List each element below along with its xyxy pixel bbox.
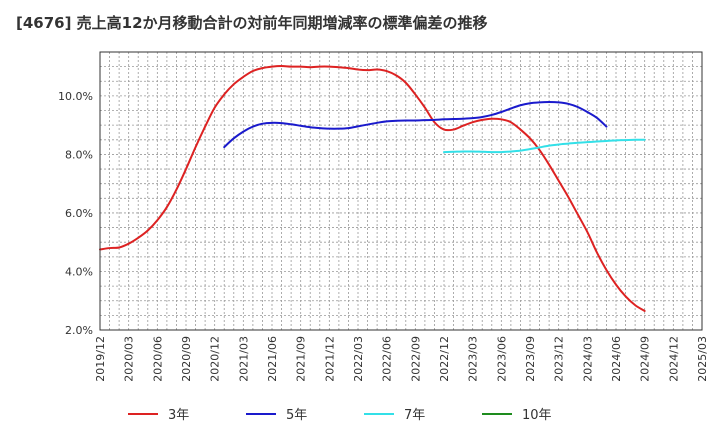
x-tick-label: 2022/03 <box>352 336 365 382</box>
plot-frame <box>99 51 703 331</box>
x-tick-label: 2020/03 <box>123 336 136 382</box>
x-tick-label: 2021/12 <box>323 336 336 382</box>
legend-label-1: 5年 <box>286 408 307 423</box>
legend-label-2: 7年 <box>404 408 425 423</box>
plot-background <box>100 52 702 330</box>
y-tick-label: 8.0% <box>65 148 93 161</box>
x-tick-label: 2022/06 <box>381 336 394 382</box>
x-tick-label: 2024/09 <box>639 336 652 382</box>
x-tick-label: 2020/12 <box>209 336 222 382</box>
x-tick-label: 2023/03 <box>467 336 480 382</box>
x-tick-label: 2025/03 <box>696 336 709 382</box>
x-tick-label: 2022/09 <box>409 336 422 382</box>
series-line-0 <box>99 65 646 312</box>
x-tick-label: 2020/09 <box>180 336 193 382</box>
x-tick-label: 2024/03 <box>581 336 594 382</box>
x-tick-label: 2021/03 <box>237 336 250 382</box>
x-tick-label: 2020/06 <box>151 336 164 382</box>
legend-layer: 3年 5年 7年 10年 <box>128 408 552 423</box>
axis-layer: 2.0% 4.0% 6.0% 8.0% 10.0% 2019/12 2020/03 2020/… <box>58 51 709 382</box>
y-tick-label: 2.0% <box>65 324 93 337</box>
legend-label-0: 3年 <box>168 408 189 423</box>
x-tick-label: 2023/09 <box>524 336 537 382</box>
x-tick-label: 2024/06 <box>610 336 623 382</box>
y-tick-label: 6.0% <box>65 207 93 220</box>
x-tick-label: 2023/06 <box>495 336 508 382</box>
series-line-1 <box>223 101 608 149</box>
series-layer <box>99 65 646 312</box>
y-tick-label: 4.0% <box>65 265 93 278</box>
x-tick-label: 2024/12 <box>667 336 680 382</box>
y-tick-label: 10.0% <box>58 90 93 103</box>
grid-layer <box>99 52 703 330</box>
chart-title: [4676] 売上高12か月移動合計の対前年同期増減率の標準偏差の推移 <box>16 14 488 32</box>
x-tick-label: 2021/06 <box>266 336 279 382</box>
x-tick-label: 2019/12 <box>94 336 107 382</box>
x-tick-label: 2021/09 <box>295 336 308 382</box>
x-tick-label: 2022/12 <box>438 336 451 382</box>
x-tick-label: 2023/12 <box>553 336 566 382</box>
legend-label-3: 10年 <box>522 408 552 423</box>
series-line-2 <box>443 138 646 154</box>
